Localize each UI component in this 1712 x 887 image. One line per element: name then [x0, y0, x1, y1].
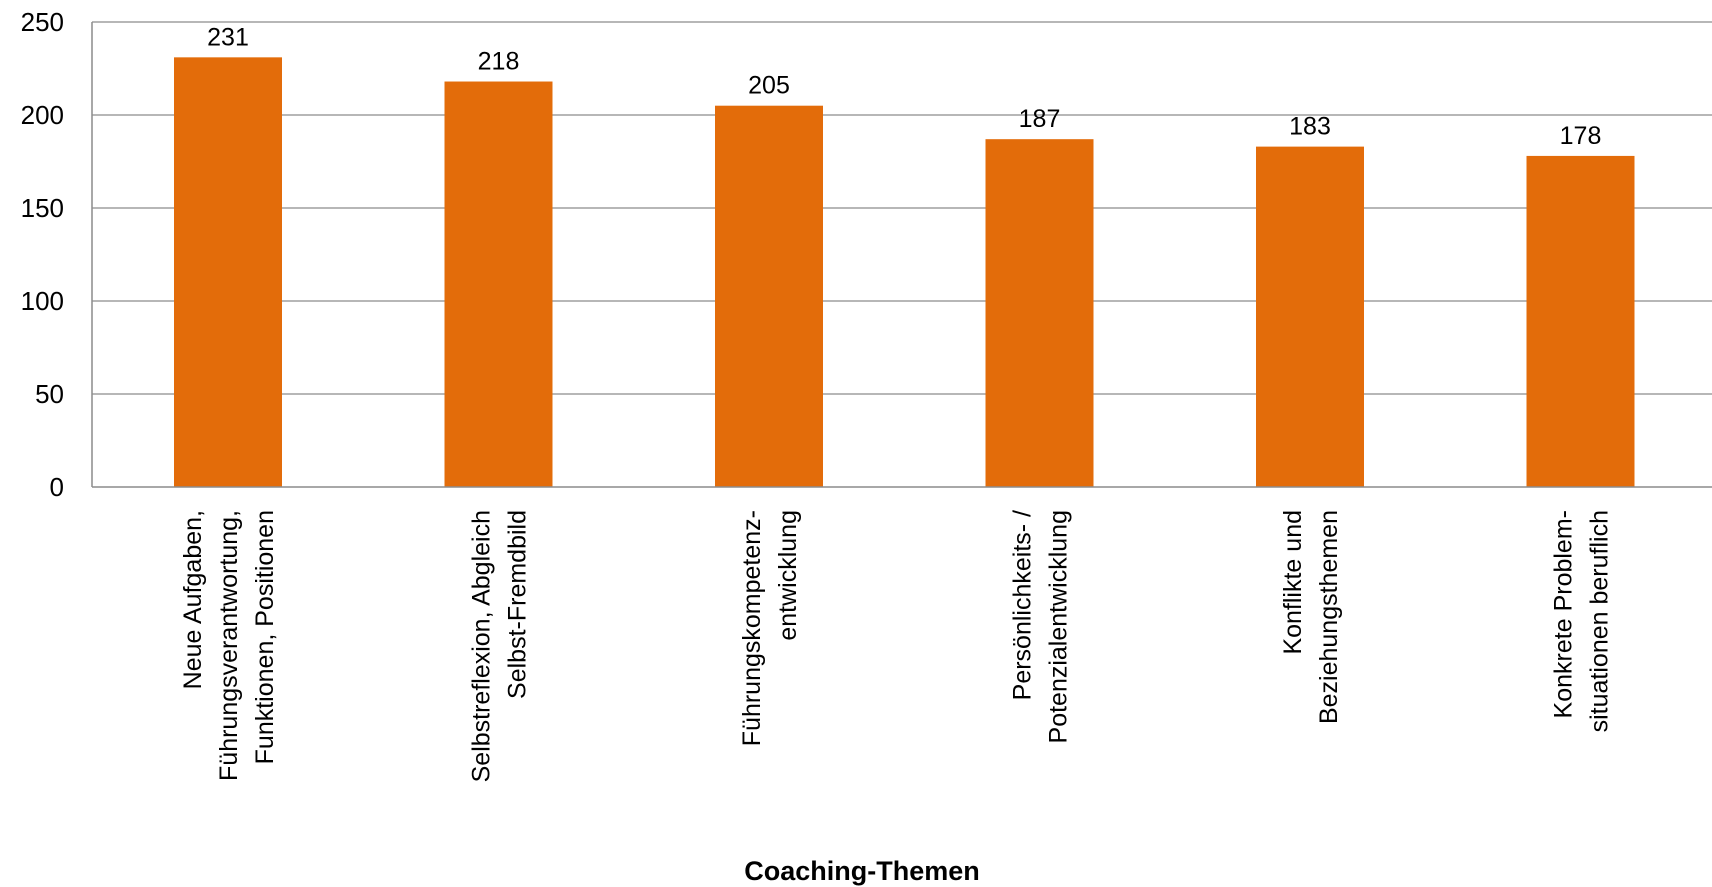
x-tick-label: Führungskompetenz-entwicklung: [738, 510, 802, 746]
x-tick-label-line: Persönlichkeits- /: [1009, 510, 1037, 700]
data-label: 187: [1019, 105, 1061, 133]
data-label: 183: [1289, 113, 1331, 141]
x-tick-label: Neue Aufgaben, Führungsverantwortung, Funk…: [179, 510, 279, 781]
data-label: 231: [207, 23, 249, 51]
bar: [985, 139, 1094, 487]
x-tick-label: Konkrete Problem-situationen beruflich: [1550, 510, 1614, 732]
x-tick-label-line: Konflikte und: [1279, 510, 1307, 655]
y-tick-label: 200: [21, 100, 64, 130]
x-tick-label-line: Konkrete Problem-: [1550, 510, 1578, 718]
x-tick-label-line: Führungskompetenz-: [738, 510, 766, 746]
data-label: 178: [1560, 122, 1602, 150]
y-axis-ticks: 0 50 100 150 200 250: [21, 7, 64, 502]
x-tick-label: Persönlichkeits- / Potenzialentwicklung: [1009, 510, 1073, 744]
y-tick-label: 150: [21, 193, 64, 223]
bar: [715, 105, 823, 487]
bar: [444, 81, 553, 488]
x-tick-label-line: situationen beruflich: [1586, 510, 1614, 732]
y-tick-label: 250: [21, 7, 64, 37]
x-tick-label-line: Selbstreflexion, Abgleich: [468, 510, 496, 782]
data-label: 205: [748, 72, 790, 100]
x-tick-label-line: Führungsverantwortung,: [215, 510, 243, 781]
gridlines: [92, 21, 1712, 395]
x-tick-label-line: entwicklung: [774, 510, 802, 641]
x-tick-label-line: Potenzialentwicklung: [1045, 510, 1073, 743]
x-axis-title: Coaching-Themen: [744, 856, 980, 886]
x-tick-label-line: Beziehungsthemen: [1315, 510, 1343, 724]
data-label: 218: [478, 48, 520, 76]
y-tick-label: 50: [35, 379, 64, 409]
x-tick-label: Selbstreflexion, Abgleich Selbst-Fremdbil…: [468, 510, 532, 782]
bar: [1526, 155, 1635, 488]
y-tick-label: 100: [21, 286, 64, 316]
x-tick-label: Konflikte und Beziehungsthemen: [1279, 510, 1343, 724]
bars: [174, 57, 1635, 488]
x-axis-ticks: Neue Aufgaben, Führungsverantwortung, Funk…: [179, 510, 1614, 782]
data-labels: 231 218 205 187 183 178: [207, 23, 1601, 150]
x-tick-label-line: Neue Aufgaben,: [179, 510, 207, 689]
x-tick-label-line: Funktionen, Positionen: [251, 510, 279, 764]
y-tick-label: 0: [50, 472, 64, 502]
bar: [1256, 146, 1364, 487]
bar: [174, 57, 282, 488]
x-tick-label-line: Selbst-Fremdbild: [504, 510, 532, 699]
